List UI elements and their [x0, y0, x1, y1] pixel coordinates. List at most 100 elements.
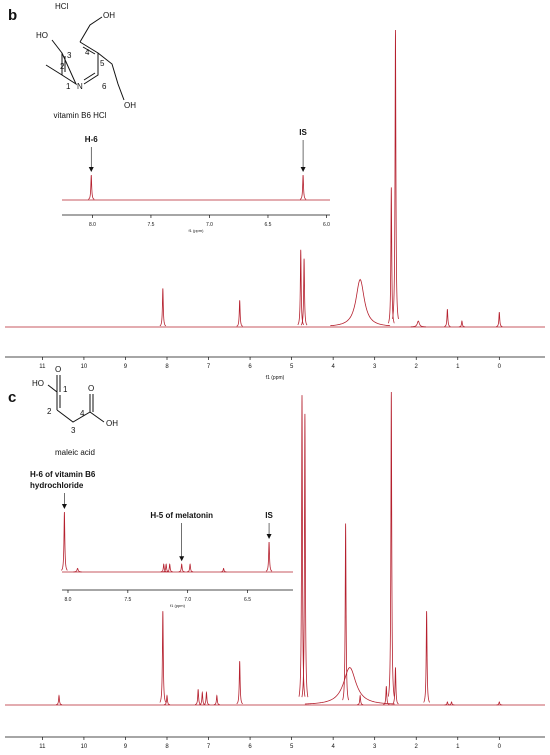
peak	[265, 541, 273, 572]
peak	[73, 567, 82, 573]
peak	[298, 395, 306, 697]
peak	[330, 278, 391, 327]
arrow-head	[88, 167, 94, 172]
x-tick-label: 7.5	[147, 222, 154, 228]
x-tick-label: 8.0	[89, 222, 96, 228]
arrow-head	[179, 556, 185, 562]
peak	[213, 694, 220, 706]
x-tick-label: 10	[81, 364, 88, 370]
x-tick-label: 11	[39, 744, 46, 750]
panel-label: b	[8, 7, 17, 24]
peak	[410, 320, 426, 328]
peak	[423, 611, 430, 703]
structure-label: 2	[60, 62, 65, 71]
peak	[160, 563, 167, 573]
x-tick-label: 4	[331, 364, 335, 370]
x-tick-label: 9	[124, 364, 128, 370]
structure-label: OH	[106, 419, 118, 428]
peak	[387, 391, 395, 697]
x-tick-label: 7.0	[206, 222, 213, 228]
x-tick-label: 1	[456, 744, 460, 750]
structure-label: 3	[67, 51, 72, 60]
peak	[178, 563, 185, 573]
x-axis-label: f1 (ppm)	[266, 375, 285, 381]
peak	[387, 187, 395, 324]
x-tick-label: 7.5	[124, 597, 131, 603]
annotation: H-6 of vitamin B6	[30, 470, 96, 479]
x-tick-label: 0	[498, 364, 502, 370]
peak	[301, 413, 309, 698]
structure-label: OH	[124, 101, 136, 110]
x-tick-label: 1	[456, 364, 460, 370]
peak	[300, 258, 308, 326]
peak	[163, 694, 171, 706]
peak	[159, 611, 167, 703]
peak	[444, 309, 451, 327]
peak	[88, 174, 95, 200]
x-tick-label: 5	[290, 744, 294, 750]
structure-label: 1	[66, 82, 71, 91]
x-tick-label: 6	[248, 744, 252, 750]
annotation: H-5 of melatonin	[150, 511, 213, 520]
arrow-head	[300, 167, 306, 172]
peak	[159, 288, 167, 327]
x-tick-label: 11	[39, 364, 46, 370]
x-tick-label: 6.5	[244, 597, 251, 603]
compound-name: maleic acid	[55, 448, 95, 457]
structure-label: 6	[102, 82, 107, 91]
x-axis-label: f1 (ppm)	[170, 603, 186, 608]
structure-label: 4	[85, 48, 90, 57]
x-tick-label: 3	[373, 364, 377, 370]
arrow-head	[61, 504, 67, 509]
structure-label: 1	[63, 385, 68, 394]
x-tick-label: 2	[415, 364, 419, 370]
peak	[236, 661, 243, 705]
peak	[496, 312, 503, 327]
compound-name: vitamin B6 HCl	[54, 111, 107, 120]
peak	[304, 666, 395, 705]
annotation: IS	[265, 511, 273, 520]
peak	[55, 694, 63, 706]
x-tick-label: 7.0	[184, 597, 191, 603]
structure-label: 4	[80, 409, 85, 418]
structure-label: 5	[100, 59, 105, 68]
peak	[220, 567, 227, 573]
peak	[342, 523, 349, 701]
peak	[199, 690, 206, 706]
x-tick-label: 3	[373, 744, 377, 750]
peak	[236, 300, 243, 327]
structure-label: N	[77, 82, 83, 91]
structure-label: OH	[103, 11, 115, 20]
x-tick-label: 5	[290, 364, 294, 370]
peak	[166, 563, 173, 573]
panel-label: c	[8, 389, 16, 406]
peak	[357, 694, 364, 706]
x-axis-label: f1 (ppm)	[189, 228, 205, 233]
peak	[187, 563, 194, 573]
structure-label: 2	[47, 407, 52, 416]
structure-label: HO	[36, 31, 48, 40]
molecule: HO 1 O 2 3 4 O OH maleic acid	[32, 365, 118, 457]
annotation: H-6	[85, 135, 98, 144]
arrow-head	[266, 534, 272, 539]
x-tick-label: 7	[207, 364, 211, 370]
peak	[496, 701, 503, 706]
annotation: hydrochloride	[30, 481, 84, 490]
x-tick-label: 2	[415, 744, 419, 750]
peak	[392, 667, 399, 705]
structure-label: HO	[32, 379, 44, 388]
molecule: HCl HO 3 4 OH 2 5 N 1 6 OH vitamin B6 HC…	[36, 2, 136, 120]
peak	[299, 174, 307, 200]
x-tick-label: 7	[207, 744, 211, 750]
peak	[203, 690, 210, 706]
x-tick-label: 8	[165, 364, 169, 370]
x-tick-label: 8.0	[65, 597, 72, 603]
peak	[448, 701, 455, 706]
x-tick-label: 8	[165, 744, 169, 750]
x-tick-label: 6	[248, 364, 252, 370]
structure-label: O	[55, 365, 61, 374]
x-tick-label: 6.0	[323, 222, 330, 228]
x-tick-label: 6.5	[264, 222, 271, 228]
